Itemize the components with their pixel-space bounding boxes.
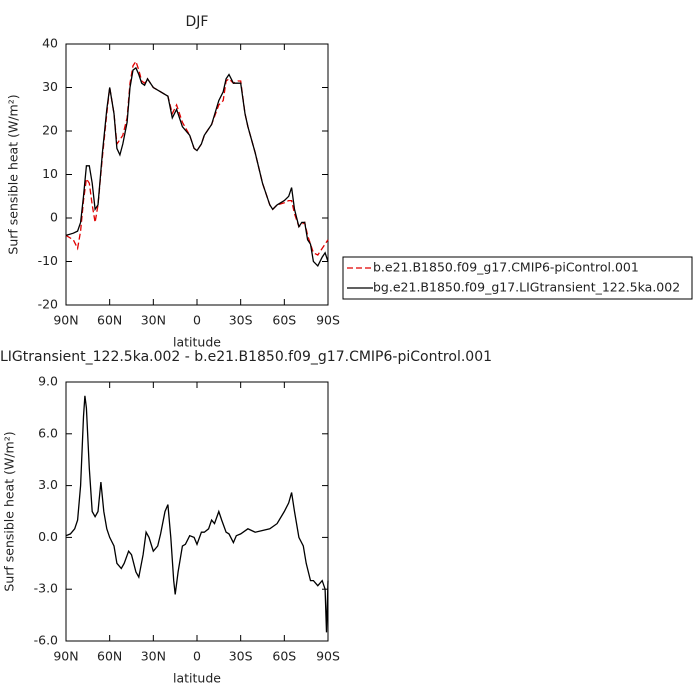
x-tick-label: 90S bbox=[316, 313, 340, 328]
legend-label: b.e21.B1850.f09_g17.CMIP6-piControl.001 bbox=[373, 260, 639, 275]
plot-frame bbox=[65, 43, 329, 306]
y-tick-label: 20 bbox=[42, 123, 58, 138]
y-tick-label: -20 bbox=[38, 297, 58, 312]
series-line bbox=[65, 66, 329, 267]
y-tick-label: -3.0 bbox=[34, 581, 58, 596]
y-tick-label: 3.0 bbox=[38, 477, 58, 492]
chart-title: DJF bbox=[186, 14, 209, 30]
x-tick-label: 90N bbox=[53, 313, 78, 328]
y-tick-label: -10 bbox=[38, 253, 58, 268]
legend-label: bg.e21.B1850.f09_g17.LIGtransient_122.5k… bbox=[373, 280, 680, 295]
y-tick-label: 9.0 bbox=[38, 374, 58, 389]
x-tick-label: 0 bbox=[193, 649, 201, 664]
x-tick-label: 60N bbox=[97, 313, 122, 328]
x-tick-label: 60S bbox=[272, 313, 296, 328]
x-tick-label: 60S bbox=[272, 649, 296, 664]
chart-title: LIGtransient_122.5ka.002 - b.e21.B1850.f… bbox=[0, 349, 492, 365]
y-axis-label: Surf sensible heat (W/m²) bbox=[6, 94, 21, 254]
plot-frame bbox=[65, 381, 329, 642]
y-axis-label: Surf sensible heat (W/m²) bbox=[2, 431, 17, 591]
legend-box bbox=[342, 256, 693, 300]
y-tick-label: 10 bbox=[42, 166, 58, 181]
x-tick-label: 30S bbox=[229, 313, 253, 328]
x-axis-label: latitude bbox=[173, 671, 221, 686]
x-tick-label: 0 bbox=[193, 313, 201, 328]
series-line bbox=[65, 395, 329, 633]
x-tick-label: 90S bbox=[316, 649, 340, 664]
x-tick-label: 30N bbox=[141, 649, 166, 664]
x-tick-label: 30N bbox=[141, 313, 166, 328]
x-axis-label: latitude bbox=[173, 335, 221, 350]
y-tick-label: 30 bbox=[42, 79, 58, 94]
x-tick-label: 30S bbox=[229, 649, 253, 664]
y-tick-label: 6.0 bbox=[38, 425, 58, 440]
x-tick-label: 60N bbox=[97, 649, 122, 664]
y-tick-label: -6.0 bbox=[34, 633, 58, 648]
y-tick-label: 0 bbox=[50, 210, 58, 225]
y-tick-label: 0.0 bbox=[38, 529, 58, 544]
x-tick-label: 90N bbox=[53, 649, 78, 664]
y-tick-label: 40 bbox=[42, 36, 58, 51]
